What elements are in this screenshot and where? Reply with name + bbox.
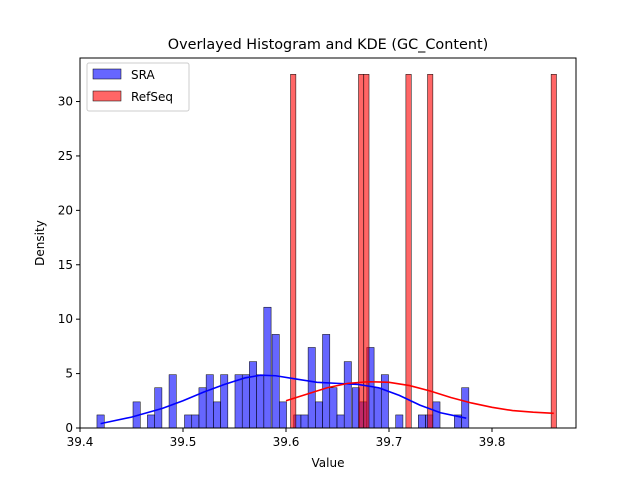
x-tick-label-2: 39.6 <box>273 435 300 449</box>
bar-sra-20 <box>307 347 316 429</box>
legend: SRA RefSeq <box>86 62 190 112</box>
bar-sra-12 <box>241 374 250 429</box>
bar-sra-29 <box>373 387 382 429</box>
bar-sra-3 <box>154 387 163 429</box>
bar-sra-36 <box>461 387 470 429</box>
plot-frame <box>79 57 577 429</box>
kde-line-sra <box>100 374 467 425</box>
x-tick-label-4: 39.8 <box>479 435 506 449</box>
y-axis-label: Density <box>33 220 47 266</box>
y-tick-label-1: 5 <box>65 367 73 381</box>
bar-sra-6 <box>191 414 200 429</box>
bar-sra-14 <box>256 374 265 429</box>
bar-sra-21 <box>315 401 323 429</box>
bar-sra-17 <box>279 401 287 429</box>
bar-sra-5 <box>184 414 193 429</box>
x-tick-label-3: 39.7 <box>376 435 403 449</box>
y-tick-label-4: 20 <box>58 203 73 217</box>
bar-sra-19 <box>300 414 309 429</box>
bar-sra-2 <box>147 414 155 429</box>
bar-refseq-3 <box>405 74 412 429</box>
bar-refseq-2 <box>363 74 370 429</box>
bars-layer <box>96 74 557 429</box>
y-tick-label-3: 15 <box>58 258 73 272</box>
x-tick-label-1: 39.5 <box>170 435 197 449</box>
bar-sra-10 <box>220 374 229 429</box>
kde-line-refseq <box>285 380 554 415</box>
x-tick-label-0: 39.4 <box>67 435 94 449</box>
x-axis-label: Value <box>312 456 345 470</box>
bar-sra-0 <box>96 414 105 429</box>
kde-layer <box>100 374 554 425</box>
bar-sra-13 <box>249 361 257 429</box>
bar-sra-32 <box>418 414 426 429</box>
bar-sra-23 <box>329 387 338 429</box>
legend-label-refseq: RefSeq <box>131 90 173 104</box>
bar-sra-31 <box>395 414 404 429</box>
chart-title: Overlayed Histogram and KDE (GC_Content) <box>168 37 488 53</box>
bar-sra-8 <box>205 374 214 429</box>
bar-sra-4 <box>168 374 177 429</box>
bar-refseq-4 <box>427 74 434 429</box>
bar-sra-9 <box>213 401 221 429</box>
bar-refseq-5 <box>550 74 557 429</box>
y-axis: 0 5 10 15 20 25 30 <box>58 95 80 435</box>
bar-sra-16 <box>271 334 280 429</box>
bar-sra-24 <box>336 414 345 429</box>
bar-sra-11 <box>234 374 243 429</box>
bar-refseq-0 <box>290 74 297 429</box>
legend-swatch-refseq <box>92 90 122 102</box>
legend-label-sra: SRA <box>131 68 155 82</box>
bar-sra-34 <box>432 401 441 429</box>
bar-refseq-1 <box>358 74 365 429</box>
x-axis: 39.4 39.5 39.6 39.7 39.8 <box>67 428 506 449</box>
y-tick-label-0: 0 <box>65 421 73 435</box>
bar-sra-15 <box>263 306 272 429</box>
y-tick-label-6: 30 <box>58 95 73 109</box>
y-tick-label-5: 25 <box>58 149 73 163</box>
legend-swatch-sra <box>92 68 122 80</box>
bar-sra-25 <box>343 361 352 429</box>
bar-sra-22 <box>322 334 331 429</box>
y-tick-label-2: 10 <box>58 312 73 326</box>
